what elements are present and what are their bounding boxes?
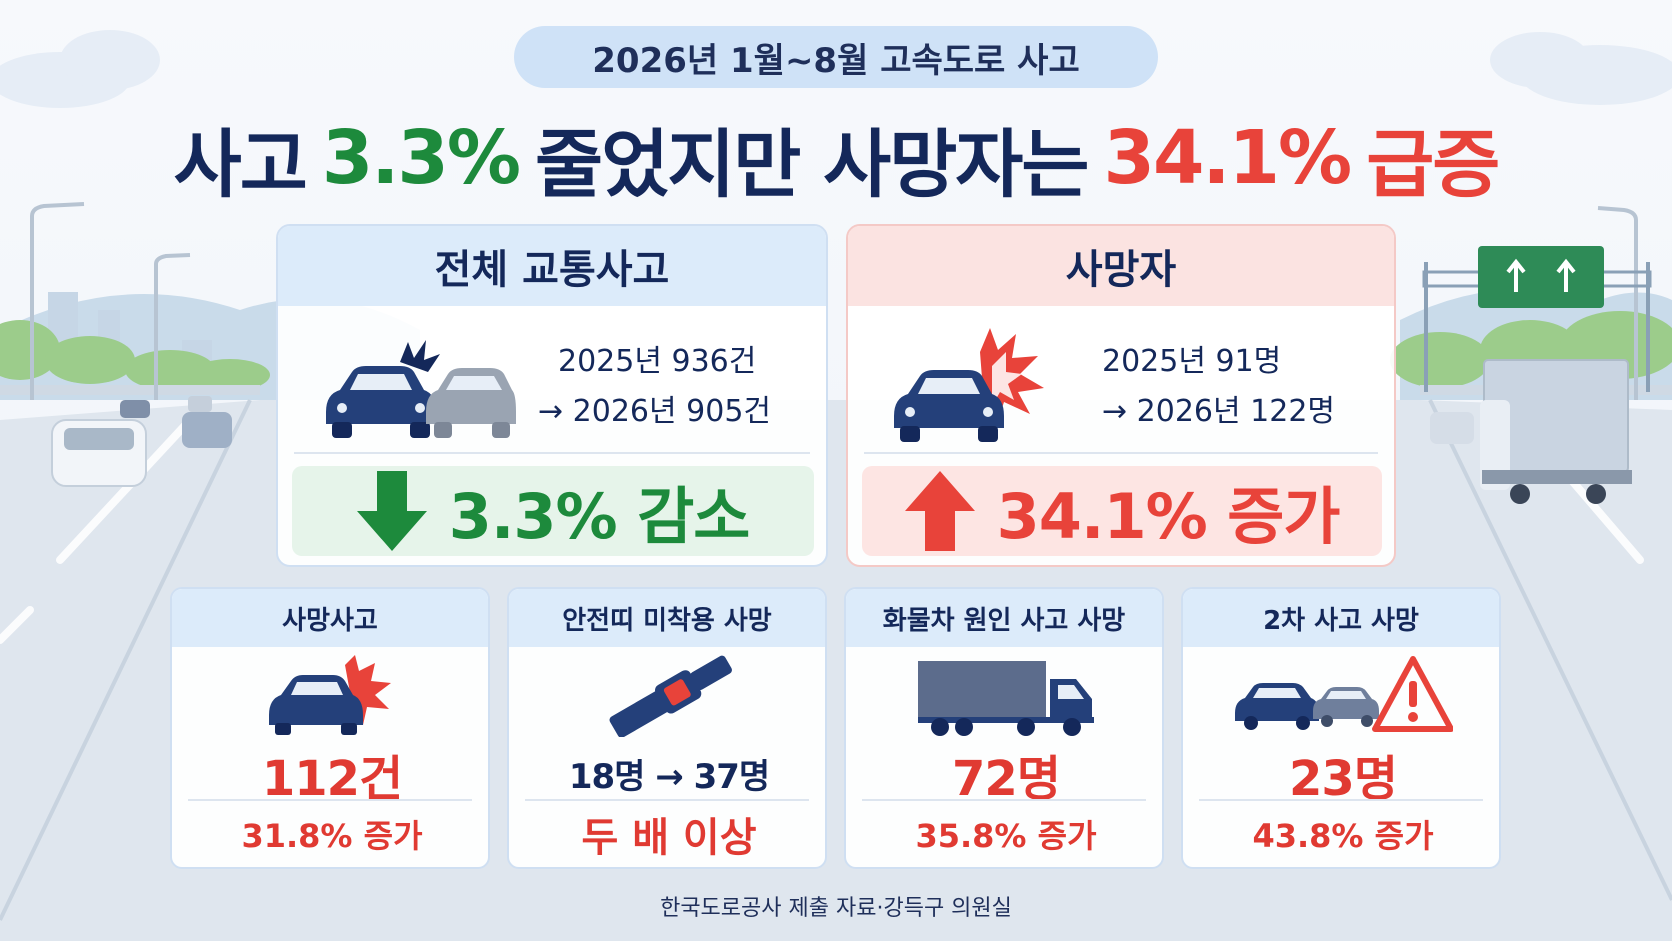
stat-value: 18명 → 37명	[568, 757, 770, 797]
deaths-result: 34.1% 증가	[862, 466, 1382, 556]
arrow-up-icon	[904, 471, 975, 551]
stat-value: 112건	[261, 751, 403, 807]
accidents-result-text: 3.3% 감소	[448, 480, 751, 553]
cloud-icon	[0, 30, 1672, 108]
deaths-line-2025: 2025년 91명	[1102, 344, 1282, 379]
warning-triangle-icon	[1183, 655, 1499, 737]
car-crash-icon	[326, 340, 516, 438]
headline-part2: 줄었지만 사망자는	[535, 121, 1089, 208]
seatbelt-icon	[509, 655, 825, 737]
accidents-line-2026: → 2026년 905건	[538, 394, 772, 429]
deaths-result-text: 34.1% 증가	[996, 480, 1341, 553]
headline: 사고 3.3% 줄었지만 사망자는 34.1% 급증	[0, 110, 1672, 208]
period-pill: 2026년 1월~8월 고속도로 사고	[514, 26, 1158, 88]
divider	[525, 799, 809, 801]
stat-change: 35.8% 증가	[915, 817, 1097, 855]
divider	[862, 799, 1146, 801]
stat-value: 23명	[1289, 751, 1398, 807]
stat-card-fatal-accidents: 사망사고 112건 31.8% 증가	[170, 587, 490, 869]
stat-value: 72명	[952, 751, 1061, 807]
stat-title: 화물차 원인 사고 사망	[846, 589, 1162, 647]
stat-title: 사망사고	[172, 589, 488, 647]
stat-card-truck: 화물차 원인 사고 사망 72명 35.8% 증가	[844, 587, 1164, 869]
headline-accidents-rate: 3.3%	[321, 115, 521, 201]
stat-change: 43.8% 증가	[1252, 817, 1434, 855]
arrow-down-icon	[356, 471, 427, 551]
deaths-card: 사망자 2025년 91명 → 2026년 122명 34.1% 증가	[846, 224, 1396, 567]
deaths-card-title: 사망자	[848, 226, 1394, 306]
deaths-line-2026: → 2026년 122명	[1102, 394, 1336, 429]
headline-part3: 급증	[1366, 121, 1500, 208]
truck-icon	[846, 655, 1162, 737]
accidents-card-title: 전체 교통사고	[278, 226, 826, 306]
accidents-line-2025: 2025년 936건	[558, 344, 757, 379]
source-note: 한국도로공사 제출 자료·강득구 의원실	[660, 896, 1012, 921]
stat-card-secondary: 2차 사고 사망 23명 43.8% 증가	[1181, 587, 1501, 869]
car-icon	[51, 396, 1474, 487]
stat-change: 두 배 이상	[581, 815, 757, 861]
truck-background-icon	[1480, 359, 1632, 504]
divider	[188, 799, 472, 801]
stat-card-seatbelt: 안전띠 미착용 사망 18명 → 37명 두 배 이상	[507, 587, 827, 869]
stat-title: 안전띠 미착용 사망	[509, 589, 825, 647]
divider	[1199, 799, 1483, 801]
stat-change: 31.8% 증가	[241, 817, 423, 855]
car-crash-icon	[894, 328, 1044, 442]
highway-sign-icon	[1422, 246, 1652, 392]
car-crash-icon	[172, 655, 488, 737]
headline-part1: 사고	[173, 121, 308, 208]
stat-title: 2차 사고 사망	[1183, 589, 1499, 647]
divider	[294, 452, 810, 454]
accidents-result: 3.3% 감소	[292, 466, 814, 556]
divider	[864, 452, 1378, 454]
headline-deaths-rate: 34.1%	[1103, 115, 1352, 201]
accidents-card: 전체 교통사고 2025년 936건 → 2026년 905건 3.3% 감소	[276, 224, 828, 567]
